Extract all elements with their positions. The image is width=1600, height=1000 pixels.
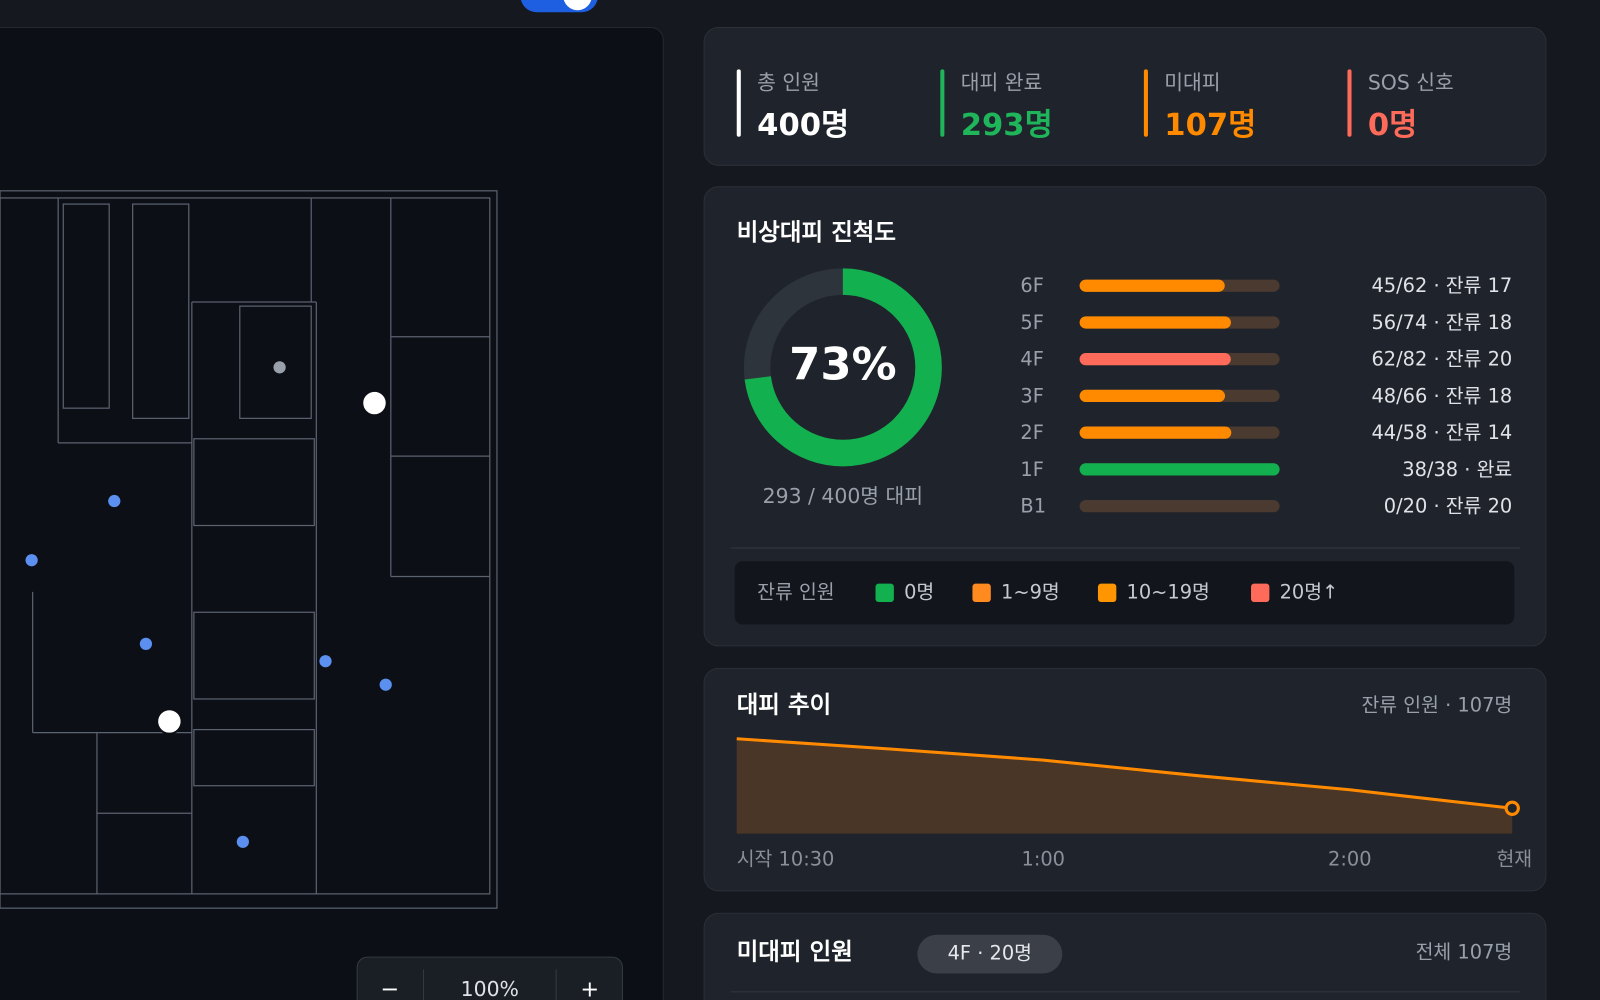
stat-label: 총 인원	[757, 71, 820, 95]
legend-label: 10~19명	[1127, 580, 1210, 603]
room	[132, 203, 190, 419]
stair-core	[193, 438, 315, 527]
stat-accent	[1347, 69, 1352, 137]
trend-area	[736, 738, 1513, 834]
floor-name: 4F	[1020, 348, 1043, 371]
cctv-marker[interactable]	[361, 389, 388, 417]
legend-swatch	[972, 583, 991, 603]
plan-marker	[273, 361, 286, 374]
floor-bar	[1079, 316, 1231, 329]
floor-name: 6F	[1020, 274, 1043, 297]
stat-accent	[736, 69, 741, 137]
floor-name: 3F	[1020, 384, 1043, 407]
progress-caption: 293 / 400명 대피	[763, 484, 923, 508]
floor-name: 2F	[1020, 421, 1043, 444]
legend-title: 잔류 인원	[757, 580, 834, 603]
trend-endpoint	[1504, 800, 1520, 816]
plan-wall	[0, 197, 491, 895]
floor-track	[1079, 500, 1280, 513]
stat-value: 107명	[1164, 108, 1256, 143]
legend-label: 0명	[904, 580, 934, 603]
person-dot[interactable]	[379, 678, 392, 691]
stat-label: 미대피	[1164, 71, 1220, 95]
floor-name: 5F	[1020, 311, 1043, 334]
person-dot[interactable]	[236, 835, 249, 848]
floor-chip[interactable]	[917, 934, 1063, 974]
trend-line	[736, 737, 1513, 810]
floor-label: 56/74 · 잔류 18	[1371, 311, 1512, 334]
stat-label: SOS 신호	[1368, 71, 1454, 95]
stats-panel	[703, 27, 1547, 166]
floor-bar	[1079, 426, 1232, 439]
legend-swatch	[1251, 583, 1270, 603]
remaining-panel	[703, 912, 1547, 1000]
stat-label: 대피 완료	[961, 71, 1043, 95]
trend-title: 대피 추이	[737, 691, 831, 719]
legend-box	[734, 561, 1515, 625]
zoom-level: 100%	[461, 977, 519, 1000]
legend-label: 20명↑	[1280, 580, 1339, 603]
floor-bar	[1079, 279, 1225, 292]
floor-label: 62/82 · 잔류 20	[1371, 348, 1512, 371]
x-tick-label: 현재	[1496, 848, 1532, 871]
person-dot[interactable]	[319, 655, 332, 668]
trend-subtitle: 잔류 인원 · 107명	[1361, 694, 1512, 717]
zoom-in[interactable]: +	[580, 976, 599, 1000]
legend-label: 1~9명	[1001, 580, 1060, 603]
progress-percent: 73%	[789, 337, 896, 390]
person-dot[interactable]	[25, 554, 38, 567]
floor-chip-label: 4F · 20명	[948, 942, 1032, 965]
floor-label: 48/66 · 잔류 18	[1371, 384, 1512, 407]
stair-core	[193, 611, 315, 700]
map-panel	[0, 27, 664, 1000]
floor-label: 44/58 · 잔류 14	[1371, 421, 1512, 444]
remaining-total: 전체 107명	[1416, 941, 1513, 964]
floor-bar	[1079, 389, 1226, 403]
stat-value: 0명	[1368, 108, 1417, 143]
floor-label: 38/38 · 완료	[1402, 458, 1512, 481]
legend-swatch	[1097, 583, 1117, 603]
floor-name: B1	[1020, 495, 1046, 518]
cctv-marker[interactable]	[156, 708, 183, 735]
donut-arc	[743, 268, 942, 467]
x-tick-label: 시작 10:30	[737, 848, 835, 871]
plan-outline	[0, 190, 498, 909]
floor-label: 45/62 · 잔류 17	[1371, 274, 1512, 297]
x-tick-label: 1:00	[1022, 848, 1066, 871]
restroom	[239, 305, 312, 419]
toggle-knob	[563, 0, 592, 11]
stat-value: 293명	[961, 108, 1053, 143]
floor-bar	[1079, 353, 1231, 366]
legend-swatch	[875, 583, 894, 603]
stat-accent	[940, 69, 945, 137]
room	[62, 203, 110, 409]
person-dot[interactable]	[108, 494, 121, 508]
floor-plan	[0, 190, 498, 909]
floor-bar	[1079, 463, 1280, 476]
floor-name: 1F	[1020, 458, 1043, 481]
person-dot[interactable]	[139, 637, 153, 650]
stat-accent	[1143, 69, 1148, 137]
floor-label: 0/20 · 잔류 20	[1384, 495, 1512, 518]
stat-value: 400명	[757, 108, 849, 143]
x-tick-label: 2:00	[1328, 848, 1372, 871]
room	[193, 728, 315, 787]
zoom-out[interactable]: −	[380, 976, 399, 1000]
progress-title: 비상대피 진척도	[737, 218, 896, 246]
remaining-title: 미대피 인원	[737, 938, 853, 966]
